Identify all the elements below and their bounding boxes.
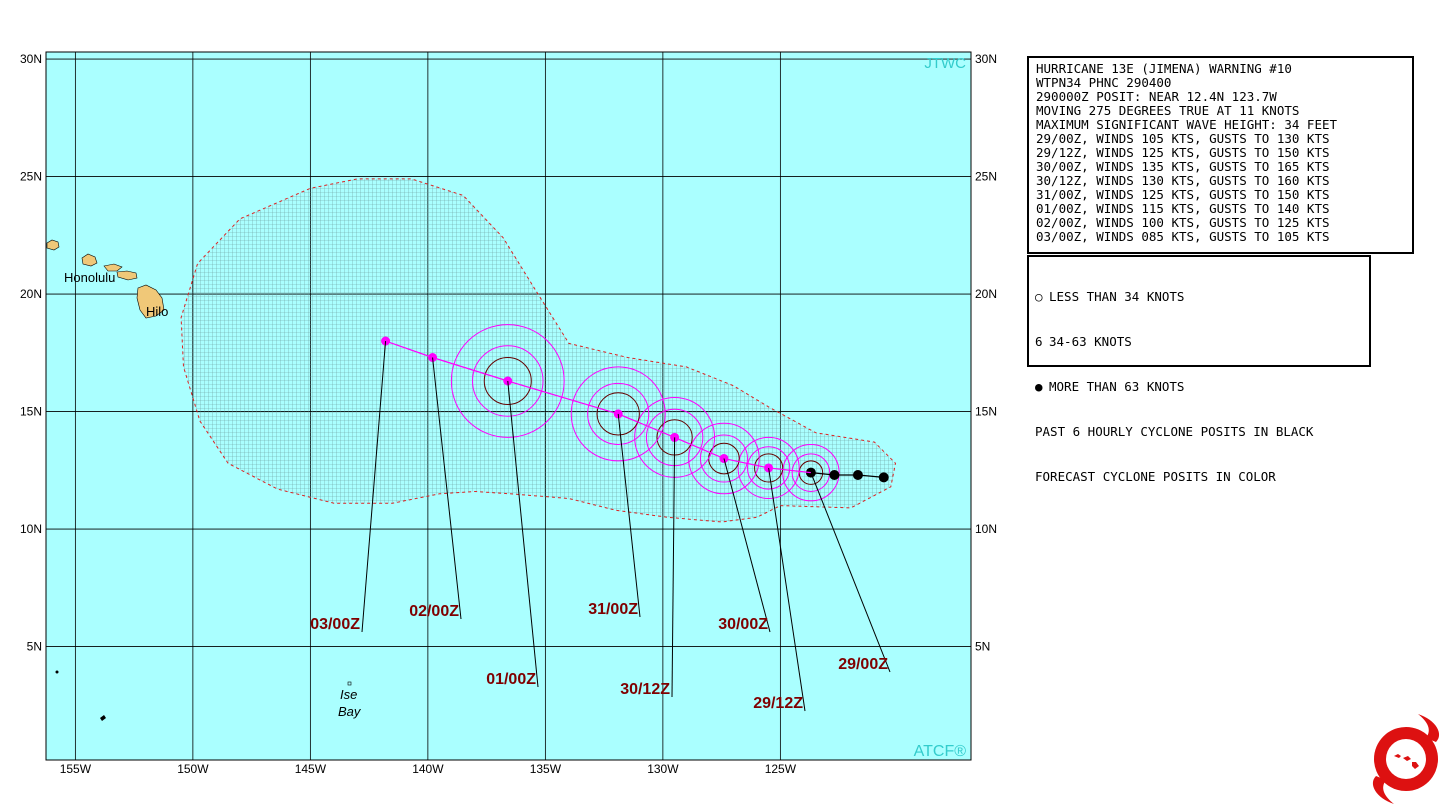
hawaiian-islands	[46, 239, 352, 721]
place-hilo: Hilo	[146, 304, 168, 319]
lon-label: 145W	[295, 762, 327, 776]
time-label: 31/00Z	[588, 601, 638, 618]
radius-64kt	[596, 392, 640, 436]
legend-box: ○ LESS THAN 34 KNOTS 6 34-63 KNOTS ● MORE T…	[1027, 255, 1371, 483]
warning-line: 29/12Z, WINDS 125 KTS, GUSTS TO 150 KTS	[1036, 145, 1330, 160]
island	[46, 239, 60, 251]
hurricane-icon: ●	[1035, 378, 1043, 394]
legend-row-less-34: ○ LESS THAN 34 KNOTS	[1035, 288, 1185, 304]
radius-50kt	[746, 446, 791, 490]
lat-label-right: 5N	[975, 640, 990, 654]
lon-label: 140W	[412, 762, 444, 776]
logo-swirl-bottom	[1372, 776, 1394, 804]
island	[103, 263, 123, 272]
lat-label-left: 25N	[20, 170, 42, 184]
atcf-mark: ATCF®	[914, 743, 967, 760]
radius-50kt	[699, 434, 748, 483]
axis-labels: 30N 30N 25N 25N 20N 20N 15N 15N 10N 10N 5N 5N 155W 15…	[20, 52, 997, 776]
logo-swirl-top	[1418, 714, 1440, 742]
islet	[347, 681, 352, 686]
time-label-leader	[723, 458, 771, 633]
logo-islands	[1394, 754, 1419, 769]
warning-line: HURRICANE 13E (JIMENA) WARNING #10	[1036, 61, 1292, 76]
islet	[55, 670, 59, 674]
warning-line: WTPN34 PHNC 290400	[1036, 75, 1172, 90]
radius-34kt	[450, 324, 565, 438]
lat-label-right: 30N	[975, 52, 997, 66]
time-labels: 29/00Z 29/12Z 30/00Z 30/12Z 31/00Z 01/00Z 02/0…	[310, 341, 891, 712]
warning-line: MOVING 275 DEGREES TRUE AT 11 KNOTS	[1036, 103, 1300, 118]
wind-radii	[450, 324, 840, 502]
place-ise-2: Bay	[338, 704, 362, 719]
time-label: 01/00Z	[486, 671, 536, 688]
time-label-leader	[768, 467, 806, 712]
warning-info-box: HURRICANE 13E (JIMENA) WARNING #10 WTPN34…	[1027, 56, 1414, 254]
lon-label: 150W	[177, 762, 209, 776]
legend-forecast-note: FORECAST CYCLONE POSITS IN COLOR	[1035, 468, 1276, 484]
lon-label: 125W	[765, 762, 797, 776]
radius-64kt	[754, 453, 784, 483]
lat-label-right: 20N	[975, 287, 997, 301]
past-position-marker	[829, 470, 840, 480]
lat-label-right: 25N	[975, 170, 997, 184]
lon-label: 135W	[530, 762, 562, 776]
warning-line: 31/00Z, WINDS 125 KTS, GUSTS TO 150 KTS	[1036, 187, 1330, 202]
time-label-leader	[810, 472, 891, 673]
place-ise-1: Ise	[340, 687, 357, 702]
time-label-leader	[617, 413, 641, 618]
lat-label-right: 10N	[975, 522, 997, 536]
warning-line: 30/12Z, WINDS 130 KTS, GUSTS TO 160 KTS	[1036, 173, 1330, 188]
lat-label-right: 15N	[975, 405, 997, 419]
time-label: 29/00Z	[838, 656, 888, 673]
time-label: 30/00Z	[718, 616, 768, 633]
lon-label: 130W	[647, 762, 679, 776]
warning-line: 30/00Z, WINDS 135 KTS, GUSTS TO 165 KTS	[1036, 159, 1330, 174]
warning-line: MAXIMUM SIGNIFICANT WAVE HEIGHT: 34 FEET	[1036, 117, 1338, 132]
lat-label-left: 10N	[20, 522, 42, 536]
warning-line: 29/00Z, WINDS 105 KTS, GUSTS TO 130 KTS	[1036, 131, 1330, 146]
time-label-leader	[507, 380, 539, 688]
warning-line: 01/00Z, WINDS 115 KTS, GUSTS TO 140 KTS	[1036, 201, 1330, 216]
radius-34kt	[688, 422, 760, 495]
time-label: 29/12Z	[753, 695, 803, 712]
lat-label-left: 20N	[20, 287, 42, 301]
legend-past-note: PAST 6 HOURLY CYCLONE POSITS IN BLACK	[1035, 423, 1314, 439]
radius-50kt	[791, 453, 831, 492]
warning-line: 290000Z POSIT: NEAR 12.4N 123.7W	[1036, 89, 1277, 104]
time-label: 30/12Z	[620, 681, 670, 698]
past-track-line	[810, 472, 884, 478]
jtwc-mark: JTWC	[924, 55, 966, 72]
warning-line: 02/00Z, WINDS 100 KTS, GUSTS TO 125 KTS	[1036, 215, 1330, 230]
time-label: 02/00Z	[409, 603, 459, 620]
time-label-leader	[432, 357, 462, 620]
island	[116, 270, 138, 281]
forecast-track-line	[385, 340, 811, 474]
radius-34kt	[782, 443, 840, 502]
place-honolulu: Honolulu	[64, 270, 115, 285]
lat-label-left: 5N	[27, 640, 42, 654]
radius-34kt	[570, 366, 666, 462]
lat-label-left: 15N	[20, 405, 42, 419]
radius-64kt	[483, 357, 532, 405]
lat-label-left: 30N	[20, 52, 42, 66]
open-circle-icon: ○	[1035, 288, 1043, 304]
legend-row-34-63: 6 34-63 KNOTS	[1035, 333, 1132, 349]
radius-50kt	[587, 382, 650, 445]
time-label-leader	[671, 437, 676, 698]
islet	[100, 715, 106, 721]
time-label-leader	[361, 341, 387, 633]
island	[81, 253, 98, 267]
time-label: 03/00Z	[310, 616, 360, 633]
legend-row-more-63: ● MORE THAN 63 KNOTS	[1035, 378, 1185, 394]
past-position-marker	[852, 470, 863, 480]
lon-label: 155W	[60, 762, 92, 776]
warning-line: 03/00Z, WINDS 085 KTS, GUSTS TO 105 KTS	[1036, 229, 1330, 244]
tropical-storm-icon: 6	[1035, 333, 1043, 349]
past-position-marker	[878, 472, 889, 483]
jtwc-logo	[1372, 714, 1440, 804]
island	[136, 284, 165, 319]
radius-34kt	[737, 436, 800, 500]
radius-50kt	[472, 345, 544, 417]
